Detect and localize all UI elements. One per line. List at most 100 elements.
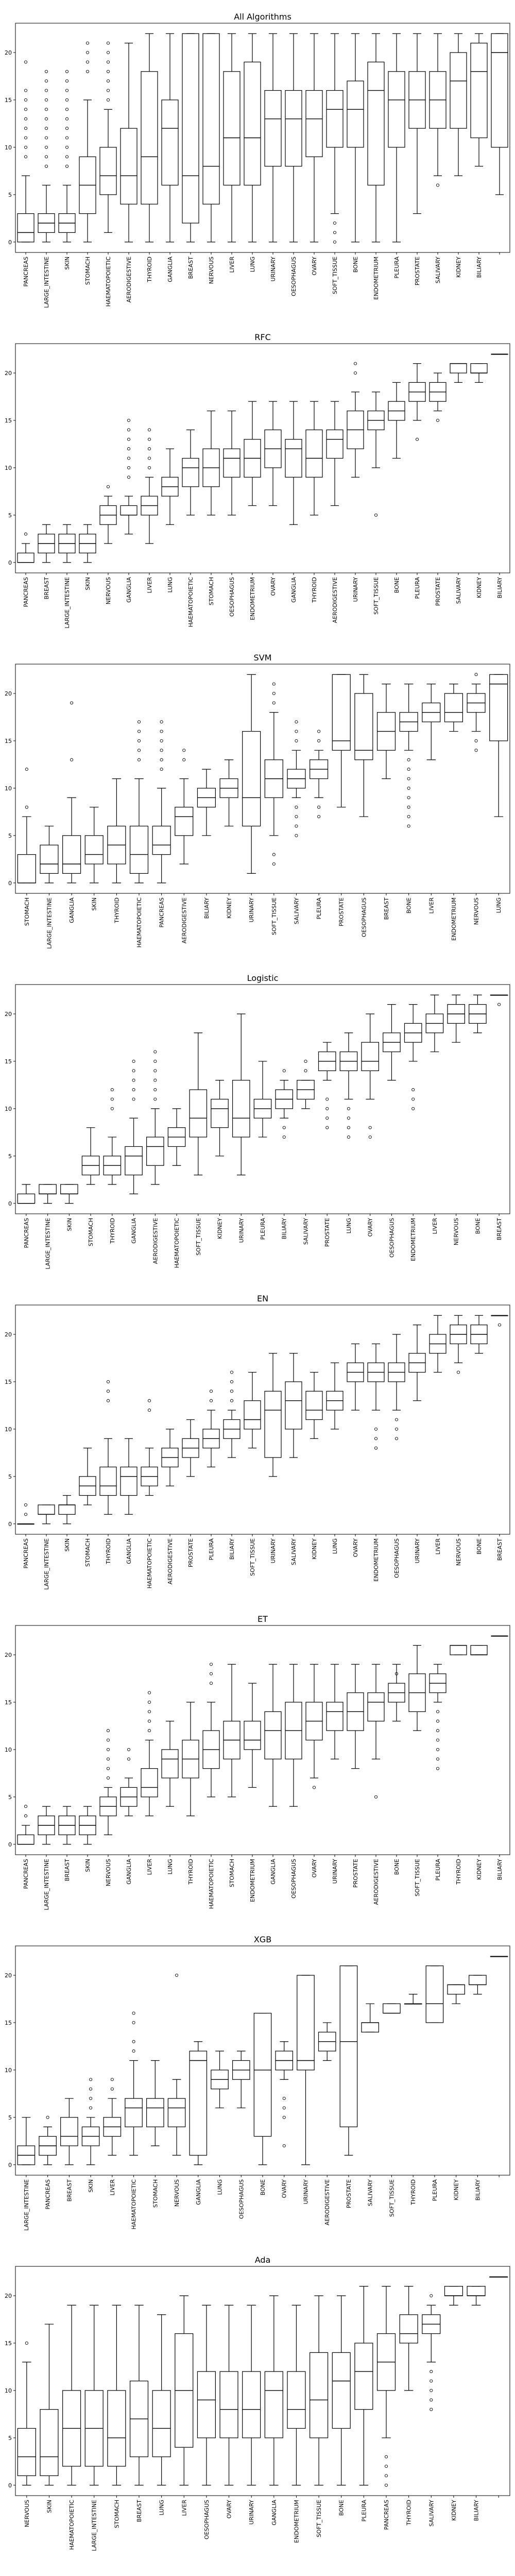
outlier-point	[430, 2370, 433, 2374]
x-tick-label: OVARY	[367, 1218, 374, 1237]
outlier-point	[24, 1513, 28, 1516]
box-plot	[408, 1645, 426, 1731]
x-tick-label: AERODIGESTIVE	[373, 1859, 380, 1905]
outlier-point	[110, 1097, 114, 1101]
outlier-point	[182, 758, 186, 761]
box-plot	[367, 33, 385, 243]
box-plot	[182, 429, 199, 516]
y-tick-label: 0	[8, 1841, 12, 1848]
outlier-point	[137, 749, 141, 752]
x-tick-label: OVARY	[281, 2179, 288, 2198]
outlier-point	[127, 1748, 131, 1751]
outlier-point	[127, 466, 131, 469]
box-plot	[152, 2314, 171, 2486]
x-tick-label: OVARY	[352, 1538, 359, 1557]
x-tick-label: LARGE_INTESTINE	[23, 2179, 30, 2231]
outlier-point	[282, 1136, 286, 1139]
box-plot	[84, 807, 104, 884]
x-tick-label: LUNG	[217, 2179, 224, 2195]
x-tick-label: THYROID	[455, 1859, 462, 1885]
box-plot	[120, 1748, 138, 1817]
y-tick-label: 20	[5, 2293, 12, 2299]
outlier-point	[153, 1059, 157, 1063]
outlier-point	[110, 1107, 114, 1110]
iqr-box	[470, 363, 488, 374]
x-tick-label: KIDNEY	[226, 897, 233, 919]
outlier-point	[106, 1757, 110, 1761]
box-plot	[367, 1664, 385, 1799]
box-plot	[219, 759, 238, 827]
outlier-point	[430, 2388, 433, 2392]
iqr-box	[161, 1749, 179, 1778]
x-tick-label: KIDNEY	[217, 1218, 224, 1239]
iqr-box	[99, 1466, 117, 1496]
outlier-point	[407, 786, 410, 790]
panel-6: XGB 0 5 10 15 20 LARGE_INTESTINE PANCREAS BREAST…	[5, 1935, 510, 2231]
outlier-point	[411, 1088, 415, 1092]
x-tick-label: LIVER	[181, 2500, 187, 2516]
box-plot	[125, 2011, 143, 2156]
outlier-point	[430, 2379, 433, 2383]
outlier-point	[24, 108, 28, 111]
y-tick-label: 5	[8, 1473, 12, 1480]
box-plot	[447, 1984, 465, 2004]
x-tick-label: PROSTATE	[414, 257, 421, 285]
outlier-point	[44, 136, 48, 140]
outlier-point	[24, 89, 28, 92]
y-tick-label: 5	[8, 192, 12, 198]
outlier-point	[44, 117, 48, 121]
outlier-point	[209, 1399, 213, 1402]
iqr-box	[489, 674, 508, 741]
x-tick-label: NERVOUS	[24, 2500, 30, 2527]
x-tick-label: ENDOMETRIUM	[249, 1859, 256, 1902]
outlier-point	[24, 98, 28, 101]
x-tick-label: LUNG	[167, 1859, 174, 1874]
x-tick-label: OESOPHAGUS	[229, 577, 235, 617]
y-tick-label: 10	[5, 144, 12, 151]
outlier-point	[85, 50, 90, 55]
iqr-box	[129, 825, 149, 874]
iqr-box	[152, 2390, 171, 2458]
iqr-box	[339, 1965, 358, 2127]
x-tick-label: KIDNEY	[476, 577, 483, 598]
x-tick-label: BONE	[338, 2500, 345, 2516]
y-tick-label: 20	[5, 690, 12, 697]
x-tick-label: OESOPHAGUS	[238, 2179, 245, 2219]
outlier-point	[132, 2049, 135, 2053]
x-tick-label: THYROID	[187, 1859, 194, 1885]
x-tick-label: LARGE_INTESTINE	[64, 577, 71, 629]
x-tick-label: STOMACH	[229, 1859, 235, 1887]
outlier-point	[411, 1097, 415, 1101]
outlier-point	[295, 739, 298, 742]
iqr-box	[285, 1381, 302, 1430]
box-plot	[38, 1504, 55, 1524]
y-tick-label: 0	[8, 1521, 12, 1528]
box-plot	[388, 382, 405, 459]
outlier-point	[436, 183, 440, 187]
box-plot	[244, 1683, 261, 1788]
y-tick-label: 5	[8, 2435, 12, 2442]
x-tick-label: PROSTATE	[187, 1538, 194, 1567]
iqr-box	[297, 1975, 315, 2071]
box-plot	[79, 1806, 96, 1845]
outlier-point	[46, 2115, 49, 2119]
box-plot	[305, 1371, 323, 1439]
x-tick-label: OVARY	[226, 2500, 233, 2519]
x-tick-label: NERVOUS	[473, 897, 480, 925]
iqr-box	[361, 2022, 379, 2032]
iqr-box	[470, 1645, 488, 1655]
x-tick-label: THYROID	[113, 897, 120, 924]
x-tick-label: PANCREAS	[23, 1218, 30, 1248]
x-tick-label: PANCREAS	[23, 1859, 29, 1889]
outlier-point	[415, 437, 419, 441]
box-plot	[146, 1050, 164, 1185]
outlier-point	[153, 1097, 157, 1101]
x-tick-label: BONE	[474, 1218, 481, 1234]
outlier-point	[160, 739, 163, 742]
x-tick-label: STOMACH	[88, 1218, 94, 1246]
outlier-point	[44, 70, 48, 73]
x-tick-label: NERVOUS	[208, 257, 215, 284]
outlier-point	[295, 815, 298, 819]
box-plot	[161, 33, 179, 243]
outlier-point	[384, 2483, 388, 2487]
